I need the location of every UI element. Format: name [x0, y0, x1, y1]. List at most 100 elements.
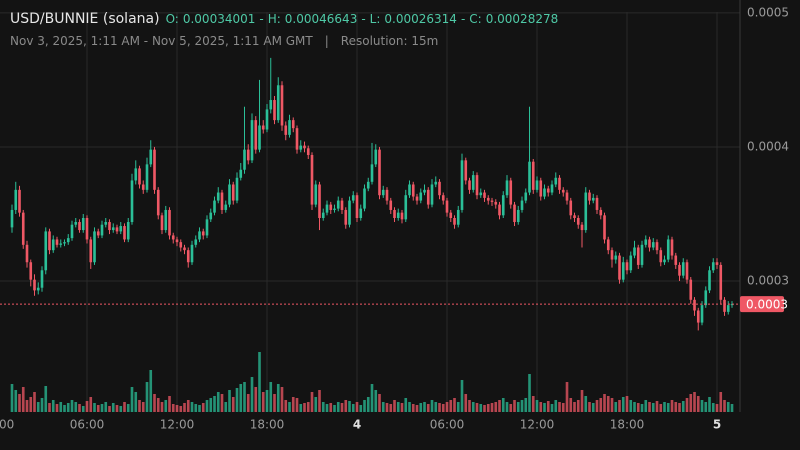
- candle-body: [513, 204, 516, 223]
- candle-body: [370, 164, 374, 182]
- volume-bar: [490, 403, 494, 412]
- volume-bar: [603, 394, 606, 412]
- candle-body: [393, 209, 396, 218]
- volume-bar: [704, 402, 708, 412]
- candle-body: [183, 247, 186, 251]
- volume-bar: [681, 401, 685, 412]
- volume-bar: [29, 397, 33, 412]
- y-tick-label: 0.0004: [747, 139, 789, 153]
- volume-bar: [505, 402, 509, 412]
- candle-body: [591, 197, 595, 201]
- volume-bar: [576, 400, 580, 412]
- candle-body: [119, 226, 123, 232]
- volume-bar: [224, 402, 228, 412]
- candle-body: [216, 192, 220, 201]
- divider: |: [325, 34, 329, 48]
- candle-body: [213, 200, 216, 213]
- volume-bar: [303, 403, 306, 412]
- candle-body: [648, 239, 651, 248]
- volume-bar: [348, 401, 351, 412]
- volume-bar: [171, 404, 175, 412]
- candle-body: [100, 224, 104, 236]
- volume-bar: [633, 402, 636, 412]
- volume-bar: [190, 402, 194, 412]
- candle-body: [104, 222, 108, 225]
- candle-body: [389, 200, 393, 210]
- candle-body: [483, 192, 486, 198]
- candle-body: [89, 239, 93, 263]
- volume-bar: [100, 404, 104, 412]
- candle-body: [224, 204, 228, 210]
- volume-bar: [59, 402, 63, 412]
- volume-bar: [659, 404, 663, 412]
- volume-bar: [149, 370, 153, 412]
- candle-body: [704, 290, 708, 306]
- candle-body: [520, 200, 524, 210]
- candle-body: [381, 189, 385, 196]
- volume-bar: [546, 401, 550, 412]
- candle-body: [509, 180, 513, 205]
- volume-bar: [423, 402, 426, 412]
- volume-bar: [374, 390, 378, 412]
- candle-body: [288, 120, 291, 135]
- candle-body: [486, 197, 490, 201]
- volume-bar: [381, 402, 385, 412]
- candle-body: [644, 239, 648, 245]
- volume-bar: [239, 384, 243, 412]
- candle-body: [441, 195, 445, 201]
- volume-bar: [411, 404, 415, 412]
- candle-body: [554, 177, 558, 185]
- candle-body: [475, 175, 479, 196]
- volume-bar: [183, 403, 186, 412]
- volume-bar: [123, 402, 126, 412]
- volume-bar: [693, 392, 696, 412]
- volume-bar: [644, 400, 648, 412]
- candle-body: [171, 235, 175, 240]
- volume-layer: [10, 352, 734, 412]
- volume-bar: [655, 401, 659, 412]
- candle-body: [273, 100, 276, 121]
- candle-body: [74, 222, 78, 225]
- candle-body: [284, 125, 288, 135]
- candle-body: [426, 189, 430, 205]
- volume-bar: [400, 403, 404, 412]
- volume-bar: [513, 400, 516, 412]
- candle-body: [374, 149, 378, 165]
- candle-body: [468, 180, 471, 190]
- candle-body: [250, 120, 254, 161]
- candle-body: [85, 217, 89, 240]
- candle-body: [505, 180, 509, 196]
- candle-body: [670, 239, 674, 256]
- candle-body: [614, 255, 618, 260]
- candle-body: [123, 226, 126, 240]
- candle-body: [239, 169, 243, 178]
- volume-bar: [93, 403, 96, 412]
- volume-bar: [528, 374, 531, 412]
- x-tick-label: 18:00: [610, 418, 645, 432]
- candle-body: [708, 270, 711, 291]
- volume-bar: [520, 400, 524, 412]
- candle-body: [419, 192, 423, 201]
- candle-body: [138, 168, 141, 185]
- volume-bar: [333, 405, 336, 412]
- candle-body: [280, 85, 284, 126]
- candle-body: [576, 217, 580, 225]
- volume-bar: [599, 398, 603, 412]
- candle-body: [126, 222, 130, 240]
- volume-bar: [610, 398, 614, 412]
- volume-bar: [66, 403, 70, 412]
- volume-bar: [153, 394, 156, 412]
- candle-body: [430, 184, 434, 205]
- candle-body: [14, 189, 18, 210]
- volume-bar: [213, 396, 216, 412]
- candle-body: [423, 189, 426, 193]
- volume-bar: [21, 387, 25, 412]
- volume-bar: [186, 400, 190, 412]
- volume-bar: [216, 392, 220, 412]
- separator: -: [259, 12, 263, 26]
- volume-bar: [63, 405, 66, 412]
- candle-body: [96, 231, 100, 236]
- volume-bar: [711, 403, 715, 412]
- candle-body: [456, 209, 460, 225]
- candle-body: [366, 181, 370, 189]
